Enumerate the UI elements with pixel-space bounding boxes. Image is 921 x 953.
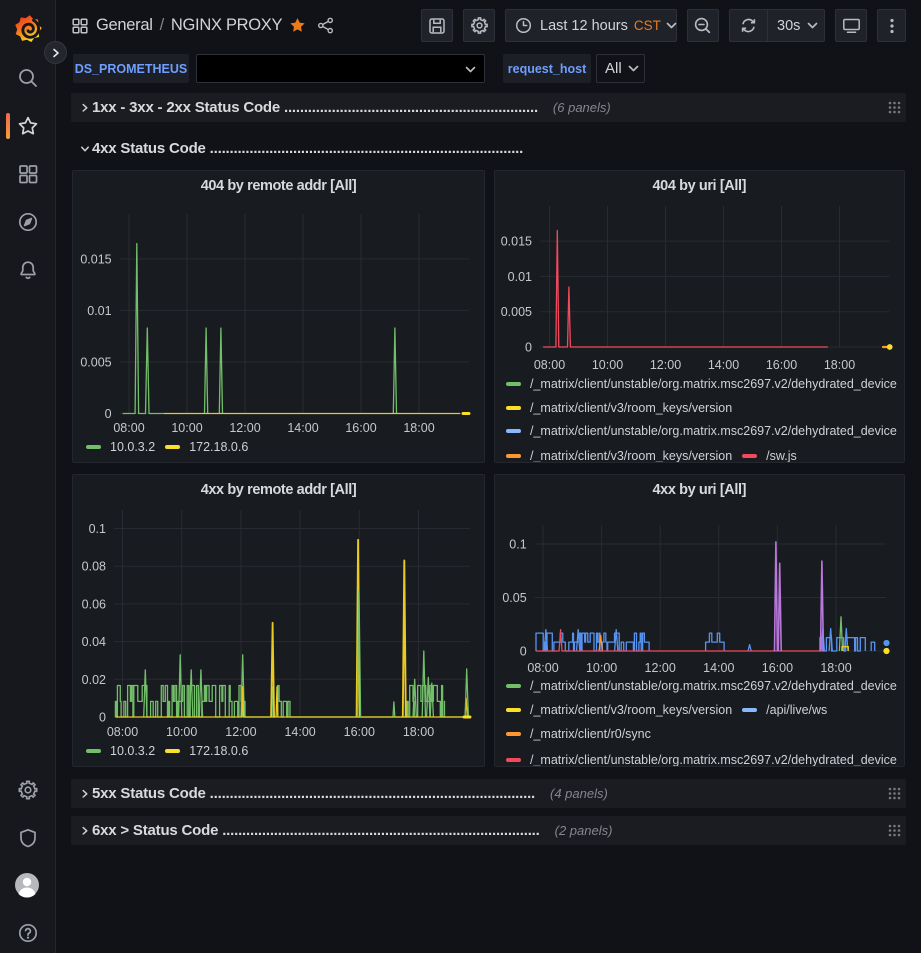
svg-text:0.05: 0.05 <box>502 591 526 605</box>
svg-text:0.02: 0.02 <box>82 673 106 687</box>
svg-text:16:00: 16:00 <box>345 421 376 435</box>
svg-text:14:00: 14:00 <box>703 661 734 675</box>
svg-text:14:00: 14:00 <box>284 725 315 739</box>
svg-text:12:00: 12:00 <box>644 661 675 675</box>
svg-text:12:00: 12:00 <box>649 358 680 372</box>
svg-text:10:00: 10:00 <box>166 725 197 739</box>
svg-text:08:00: 08:00 <box>533 358 564 372</box>
svg-text:12:00: 12:00 <box>225 725 256 739</box>
svg-text:18:00: 18:00 <box>403 421 434 435</box>
svg-text:0: 0 <box>105 407 112 421</box>
svg-text:0.005: 0.005 <box>500 305 531 319</box>
svg-text:0.1: 0.1 <box>509 538 526 552</box>
svg-text:0.08: 0.08 <box>82 560 106 574</box>
svg-text:18:00: 18:00 <box>823 358 854 372</box>
svg-text:10:00: 10:00 <box>171 421 202 435</box>
svg-text:0: 0 <box>99 711 106 725</box>
svg-text:0.04: 0.04 <box>82 635 106 649</box>
svg-text:0.015: 0.015 <box>500 235 531 249</box>
svg-text:12:00: 12:00 <box>229 421 260 435</box>
svg-text:0: 0 <box>525 341 532 355</box>
svg-text:08:00: 08:00 <box>527 661 558 675</box>
svg-text:16:00: 16:00 <box>761 661 792 675</box>
svg-text:0.1: 0.1 <box>89 522 106 536</box>
svg-text:08:00: 08:00 <box>107 725 138 739</box>
svg-text:10:00: 10:00 <box>585 661 616 675</box>
svg-text:16:00: 16:00 <box>344 725 375 739</box>
svg-text:16:00: 16:00 <box>765 358 796 372</box>
svg-text:0.005: 0.005 <box>80 356 111 370</box>
svg-text:08:00: 08:00 <box>113 421 144 435</box>
svg-text:0: 0 <box>519 645 526 659</box>
svg-text:14:00: 14:00 <box>707 358 738 372</box>
svg-text:18:00: 18:00 <box>403 725 434 739</box>
svg-text:14:00: 14:00 <box>287 421 318 435</box>
svg-text:0.01: 0.01 <box>507 270 531 284</box>
svg-text:18:00: 18:00 <box>820 661 851 675</box>
svg-text:0.06: 0.06 <box>82 597 106 611</box>
svg-text:0.015: 0.015 <box>80 252 111 266</box>
svg-text:10:00: 10:00 <box>591 358 622 372</box>
svg-text:0.01: 0.01 <box>87 304 111 318</box>
